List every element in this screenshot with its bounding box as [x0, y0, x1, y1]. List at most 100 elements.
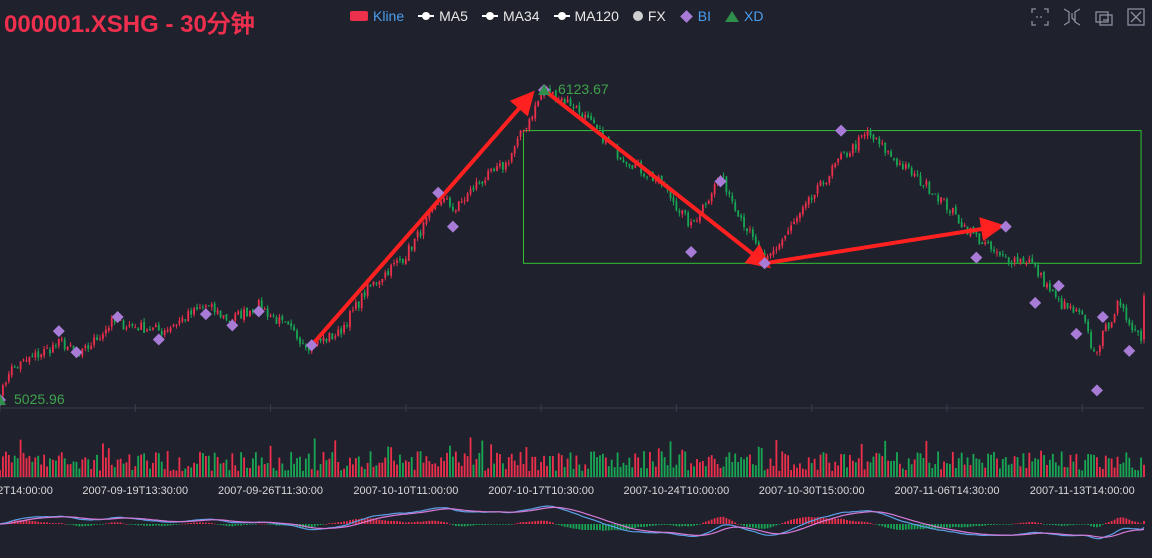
volume-bar: [1131, 467, 1134, 477]
volume-bar: [854, 462, 857, 477]
legend-item-ma5[interactable]: MA5: [418, 8, 468, 24]
volume-bar: [634, 453, 637, 477]
volume-bar: [237, 470, 240, 477]
volume-bar: [1051, 453, 1054, 477]
macd-bar: [469, 524, 472, 526]
zoom-area-button[interactable]: [1030, 7, 1050, 27]
candle: [1116, 300, 1119, 314]
macd-bar: [1131, 520, 1134, 524]
volume-bar: [875, 452, 878, 477]
zoom-area-icon: [1031, 8, 1049, 26]
candle: [387, 271, 390, 276]
macd-bar: [528, 521, 531, 524]
candle: [1034, 262, 1037, 266]
volume-bar: [146, 460, 148, 477]
volume-bar: [1040, 450, 1042, 477]
candle: [1131, 322, 1134, 331]
macd-bar: [216, 524, 219, 525]
candle: [181, 317, 184, 322]
volume-bar: [301, 470, 304, 477]
volume-bar: [316, 470, 319, 477]
volume-bar: [813, 458, 816, 477]
volume-bar: [846, 467, 848, 477]
legend-item-fx[interactable]: FX: [632, 8, 666, 24]
volume-bar: [772, 465, 775, 477]
macd-bar: [1034, 522, 1037, 524]
volume-bar: [231, 453, 234, 477]
volume-bar: [998, 468, 1001, 477]
macd-bar: [119, 522, 122, 524]
volume-bar: [1090, 454, 1092, 477]
legend-item-kline[interactable]: Kline: [350, 8, 404, 24]
candle: [119, 319, 122, 321]
candle: [804, 203, 807, 208]
macd-bar: [687, 524, 690, 527]
candle: [793, 221, 795, 225]
volume-bar: [584, 464, 587, 477]
save-image-button[interactable]: [1126, 7, 1146, 27]
candle: [810, 197, 813, 200]
macd-bar: [634, 524, 637, 529]
volume-bar: [1007, 464, 1010, 477]
volume-bar: [884, 440, 887, 477]
volume-bar: [75, 461, 78, 477]
volume-bar: [501, 463, 504, 477]
volume-bar: [84, 457, 87, 477]
legend-item-xd[interactable]: XD: [725, 8, 763, 24]
candle: [1110, 322, 1113, 328]
macd-bar: [890, 524, 892, 529]
macd-bar: [887, 524, 890, 528]
macd-bar: [278, 524, 281, 526]
legend-item-ma120[interactable]: MA120: [553, 8, 619, 24]
volume-bar: [825, 453, 828, 477]
candle: [1051, 289, 1054, 292]
restore-button[interactable]: [1094, 7, 1114, 27]
bi-point-marker: [999, 220, 1012, 233]
candle: [166, 330, 169, 332]
macd-bar: [419, 521, 422, 524]
macd-bar: [878, 524, 881, 526]
volume-bar: [193, 462, 196, 477]
candle: [734, 202, 737, 211]
candle: [860, 135, 863, 137]
candle: [796, 218, 798, 222]
macd-bar: [699, 524, 701, 525]
candle: [1013, 257, 1016, 263]
legend-item-ma34[interactable]: MA34: [481, 8, 540, 24]
macd-bar: [566, 524, 569, 528]
volume-bar: [10, 462, 13, 477]
macd-bar: [1004, 524, 1007, 525]
candle: [1137, 330, 1140, 333]
candle: [960, 221, 963, 228]
macd-bar: [272, 524, 275, 525]
macd-bar: [872, 523, 875, 525]
candle: [440, 201, 443, 205]
macd-bar: [234, 524, 237, 526]
candle: [699, 214, 701, 222]
volume-bar: [540, 462, 543, 477]
volume-bar: [125, 462, 128, 477]
candle: [834, 163, 837, 168]
macd-bar: [543, 520, 545, 524]
candle: [772, 250, 775, 255]
candle: [449, 198, 451, 207]
legend-item-bi[interactable]: BI: [679, 8, 711, 24]
volume-bar: [393, 460, 395, 477]
candle: [451, 206, 454, 211]
volume-bar: [434, 463, 437, 477]
volume-bar: [252, 458, 254, 477]
zoom-reset-button[interactable]: [1062, 7, 1082, 27]
macd-bar: [193, 522, 196, 524]
candle: [849, 153, 851, 157]
bi-point-marker: [1096, 310, 1109, 323]
volume-bar: [699, 462, 701, 477]
macd-bar: [631, 524, 634, 529]
macd-bar: [43, 522, 46, 524]
chart-toolbox: [1030, 7, 1146, 27]
candle: [1069, 306, 1072, 308]
bi-point-marker: [111, 310, 124, 323]
macd-bar: [481, 524, 484, 526]
candle: [152, 327, 154, 330]
candle: [404, 259, 407, 264]
